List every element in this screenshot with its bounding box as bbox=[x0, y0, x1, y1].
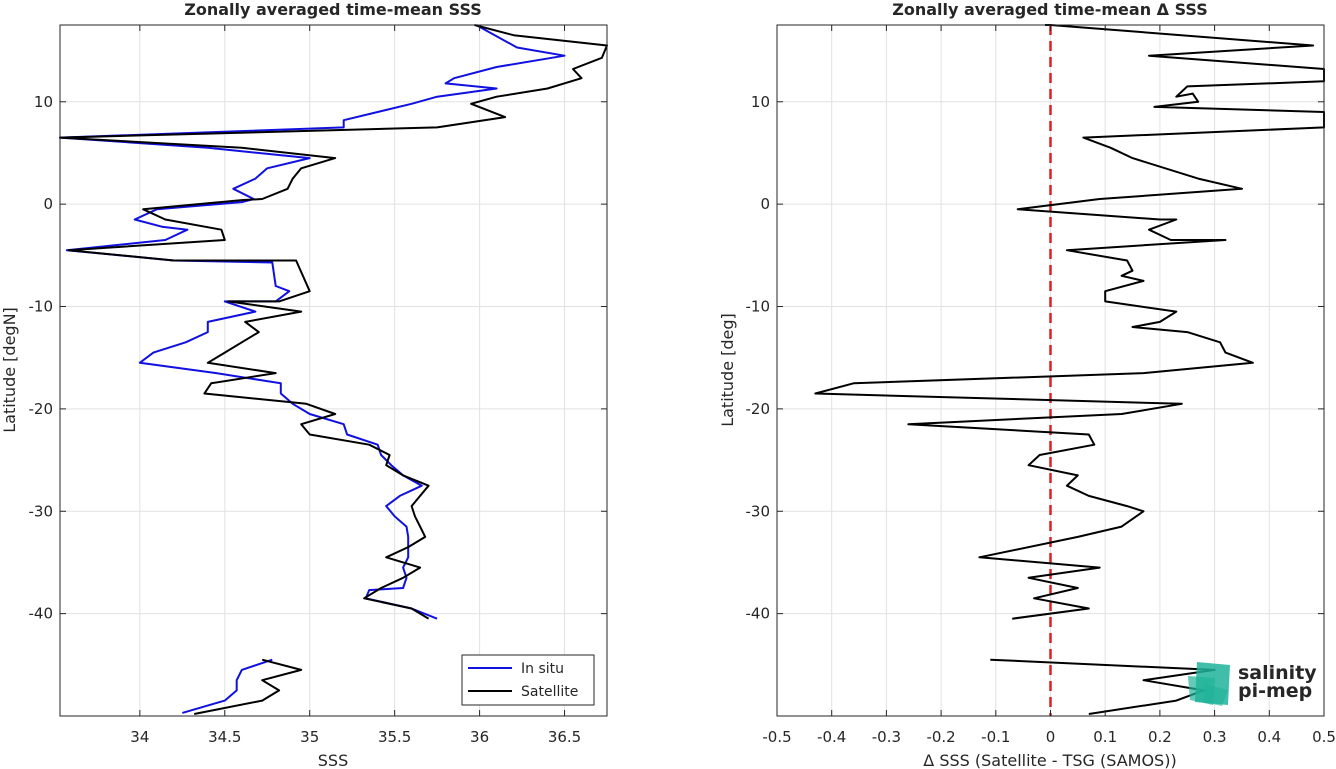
left-series-line-in-situ bbox=[59, 24, 566, 620]
right-xtick-label: 0.1 bbox=[1093, 728, 1117, 746]
left-ticks: 34 34.5 35 35.5 36 36.5 -40 -30 -20 -10 0 10 bbox=[29, 25, 607, 746]
left-xlabel: SSS bbox=[318, 751, 348, 769]
legend: In situ Satellite bbox=[461, 654, 595, 706]
right-xtick-label: 0.3 bbox=[1203, 728, 1227, 746]
right-xtick-label: 0.4 bbox=[1257, 728, 1281, 746]
left-series-line-satellite bbox=[194, 658, 303, 715]
right-series-line-delta bbox=[814, 24, 1325, 620]
sss-panel: 34 34.5 35 35.5 36 36.5 -40 -30 -20 -10 0 10 Zonall… bbox=[0, 0, 608, 769]
left-ytick-label: -40 bbox=[29, 605, 54, 623]
left-ylabel: Latitude [degN] bbox=[0, 307, 19, 433]
right-ylabel: Latitude [deg] bbox=[718, 313, 737, 427]
right-xtick-label: 0 bbox=[1046, 728, 1056, 746]
left-ytick-label: 0 bbox=[43, 195, 53, 213]
right-title: Zonally averaged time-mean Δ SSS bbox=[892, 0, 1208, 19]
right-xlabel: Δ SSS (Satellite - TSG (SAMOS)) bbox=[923, 751, 1176, 769]
right-series-group bbox=[814, 24, 1325, 715]
left-axes-frame bbox=[59, 24, 608, 717]
right-xtick-label: -0.1 bbox=[981, 728, 1010, 746]
right-xtick-label: -0.3 bbox=[872, 728, 901, 746]
left-series-line-satellite bbox=[59, 24, 608, 620]
left-ytick-label: 10 bbox=[34, 93, 53, 111]
left-xtick-label: 34 bbox=[130, 728, 149, 746]
right-ytick-label: -30 bbox=[746, 502, 771, 520]
left-xtick-label: 36 bbox=[470, 728, 489, 746]
left-ytick-label: -30 bbox=[29, 502, 54, 520]
left-xtick-label: 35.5 bbox=[378, 728, 411, 746]
right-xtick-label: -0.5 bbox=[762, 728, 791, 746]
left-xtick-label: 35 bbox=[300, 728, 319, 746]
salinity-pi-mep-logo: salinity pi-mep bbox=[1188, 662, 1317, 706]
legend-box bbox=[461, 654, 595, 706]
right-xtick-label: -0.2 bbox=[926, 728, 955, 746]
left-grid bbox=[60, 25, 607, 716]
left-ytick-label: -10 bbox=[29, 298, 54, 316]
right-ytick-label: 0 bbox=[760, 195, 770, 213]
right-series-line-delta bbox=[990, 658, 1216, 715]
right-xtick-label: 0.5 bbox=[1312, 728, 1336, 746]
left-series-line-in-situ bbox=[182, 658, 273, 714]
logo-emblem-icon bbox=[1188, 662, 1230, 706]
right-xtick-label: 0.2 bbox=[1148, 728, 1172, 746]
legend-label-satellite: Satellite bbox=[521, 684, 578, 700]
left-xtick-label: 34.5 bbox=[208, 728, 241, 746]
logo-line1: salinity bbox=[1238, 662, 1317, 684]
right-ytick-label: 10 bbox=[751, 93, 770, 111]
left-xtick-label: 36.5 bbox=[548, 728, 581, 746]
left-title: Zonally averaged time-mean SSS bbox=[184, 0, 482, 19]
legend-label-in-situ: In situ bbox=[521, 661, 564, 677]
delta-sss-panel: -0.5 -0.4 -0.3 -0.2 -0.1 0 0.1 0.2 0.3 0.4 0.5 -40 -… bbox=[718, 0, 1336, 769]
right-xtick-label: -0.4 bbox=[817, 728, 846, 746]
right-ticks: -0.5 -0.4 -0.3 -0.2 -0.1 0 0.1 0.2 0.3 0.4 0.5 -40 -… bbox=[746, 25, 1336, 746]
logo-line2: pi-mep bbox=[1238, 680, 1312, 702]
right-ytick-label: -20 bbox=[746, 400, 771, 418]
left-ytick-label: -20 bbox=[29, 400, 54, 418]
right-ytick-label: -10 bbox=[746, 298, 771, 316]
left-series-group bbox=[59, 24, 608, 715]
right-ytick-label: -40 bbox=[746, 605, 771, 623]
